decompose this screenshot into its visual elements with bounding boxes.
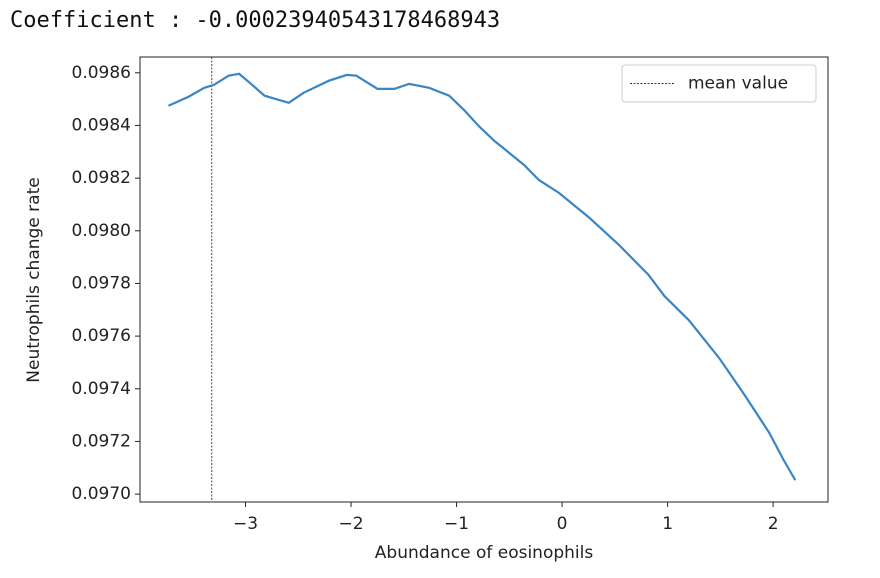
y-tick-label: 0.0984 <box>72 115 131 135</box>
line <box>168 72 797 481</box>
y-tick-label: 0.0974 <box>72 379 131 399</box>
x-tick-label: 2 <box>768 514 779 534</box>
x-axis-label: Abundance of eosinophils <box>375 543 594 563</box>
x-tick-label: −1 <box>444 514 469 534</box>
output-text: Coefficient : -0.00023940543178468943 <box>10 8 501 33</box>
legend-label: mean value <box>688 74 788 94</box>
x-tick-label: −2 <box>339 514 364 534</box>
y-tick-label: 0.0976 <box>72 326 131 346</box>
legend-box <box>621 64 817 103</box>
y-axis-label: Neutrophils change rate <box>24 177 44 382</box>
y-tick-label: 0.0978 <box>72 273 131 293</box>
x-tick-label: 1 <box>662 514 673 534</box>
y-tick-label: 0.0986 <box>72 63 131 83</box>
y-tick-label: 0.0980 <box>72 221 131 241</box>
y-tick-label: 0.0982 <box>72 168 131 188</box>
plot-frame <box>139 56 829 503</box>
y-tick-label: 0.0972 <box>72 431 131 451</box>
x-tick-label: −3 <box>233 514 258 534</box>
y-tick-label: 0.0970 <box>72 484 131 504</box>
x-tick-label: 0 <box>557 514 568 534</box>
